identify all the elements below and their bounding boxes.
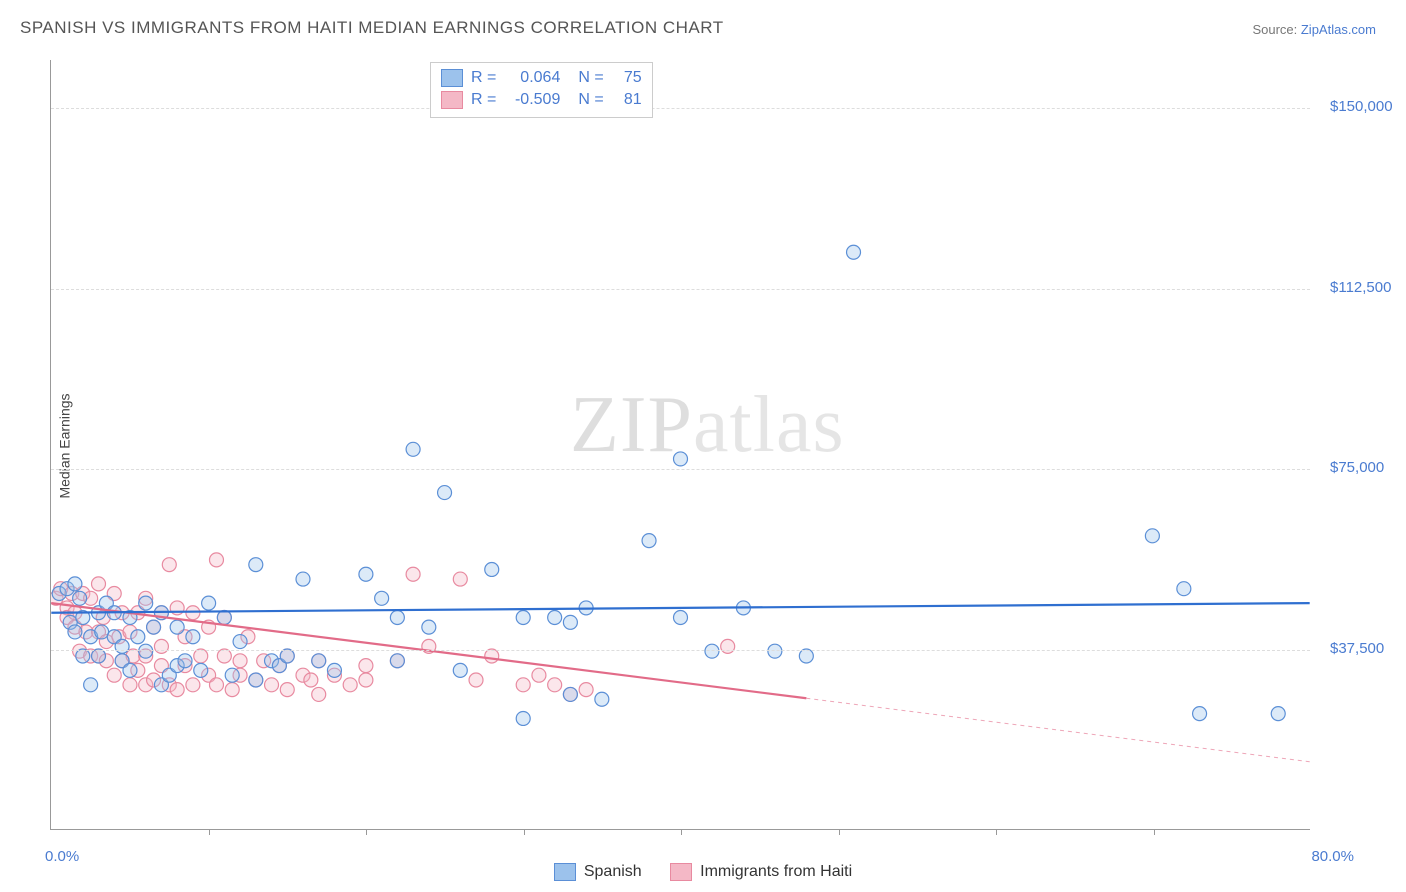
n-label-blue: N =: [578, 67, 603, 89]
swatch-pink-2: [670, 863, 692, 881]
r-label-pink: R =: [471, 89, 496, 111]
swatch-pink: [441, 91, 463, 109]
swatch-blue: [441, 69, 463, 87]
chart-svg: [51, 60, 1310, 829]
n-label-pink: N =: [578, 89, 603, 111]
y-tick-label: $75,000: [1330, 459, 1384, 476]
correlation-row-blue: R = 0.064 N = 75: [441, 67, 642, 89]
series-legend: Spanish Immigrants from Haiti: [0, 863, 1406, 886]
legend-label-blue: Spanish: [584, 863, 642, 881]
y-tick-label: $112,500: [1330, 279, 1391, 296]
legend-label-pink: Immigrants from Haiti: [700, 863, 852, 881]
source-prefix: Source:: [1252, 22, 1300, 37]
swatch-blue-2: [554, 863, 576, 881]
r-label-blue: R =: [471, 67, 496, 89]
plot-area: [50, 60, 1310, 830]
correlation-legend: R = 0.064 N = 75 R = -0.509 N = 81: [430, 62, 653, 118]
x-axis-max-label: 80.0%: [1311, 848, 1354, 865]
y-tick-label: $150,000: [1330, 98, 1393, 115]
r-value-blue: 0.064: [504, 67, 560, 89]
legend-item-pink: Immigrants from Haiti: [670, 863, 852, 881]
r-value-pink: -0.509: [504, 89, 560, 111]
n-value-pink: 81: [612, 89, 642, 111]
legend-item-blue: Spanish: [554, 863, 642, 881]
chart-title: SPANISH VS IMMIGRANTS FROM HAITI MEDIAN …: [20, 18, 724, 38]
source-attribution: Source: ZipAtlas.com: [1252, 22, 1376, 37]
correlation-row-pink: R = -0.509 N = 81: [441, 89, 642, 111]
source-link[interactable]: ZipAtlas.com: [1301, 22, 1376, 37]
x-axis-min-label: 0.0%: [45, 848, 79, 865]
n-value-blue: 75: [612, 67, 642, 89]
y-tick-label: $37,500: [1330, 640, 1384, 657]
